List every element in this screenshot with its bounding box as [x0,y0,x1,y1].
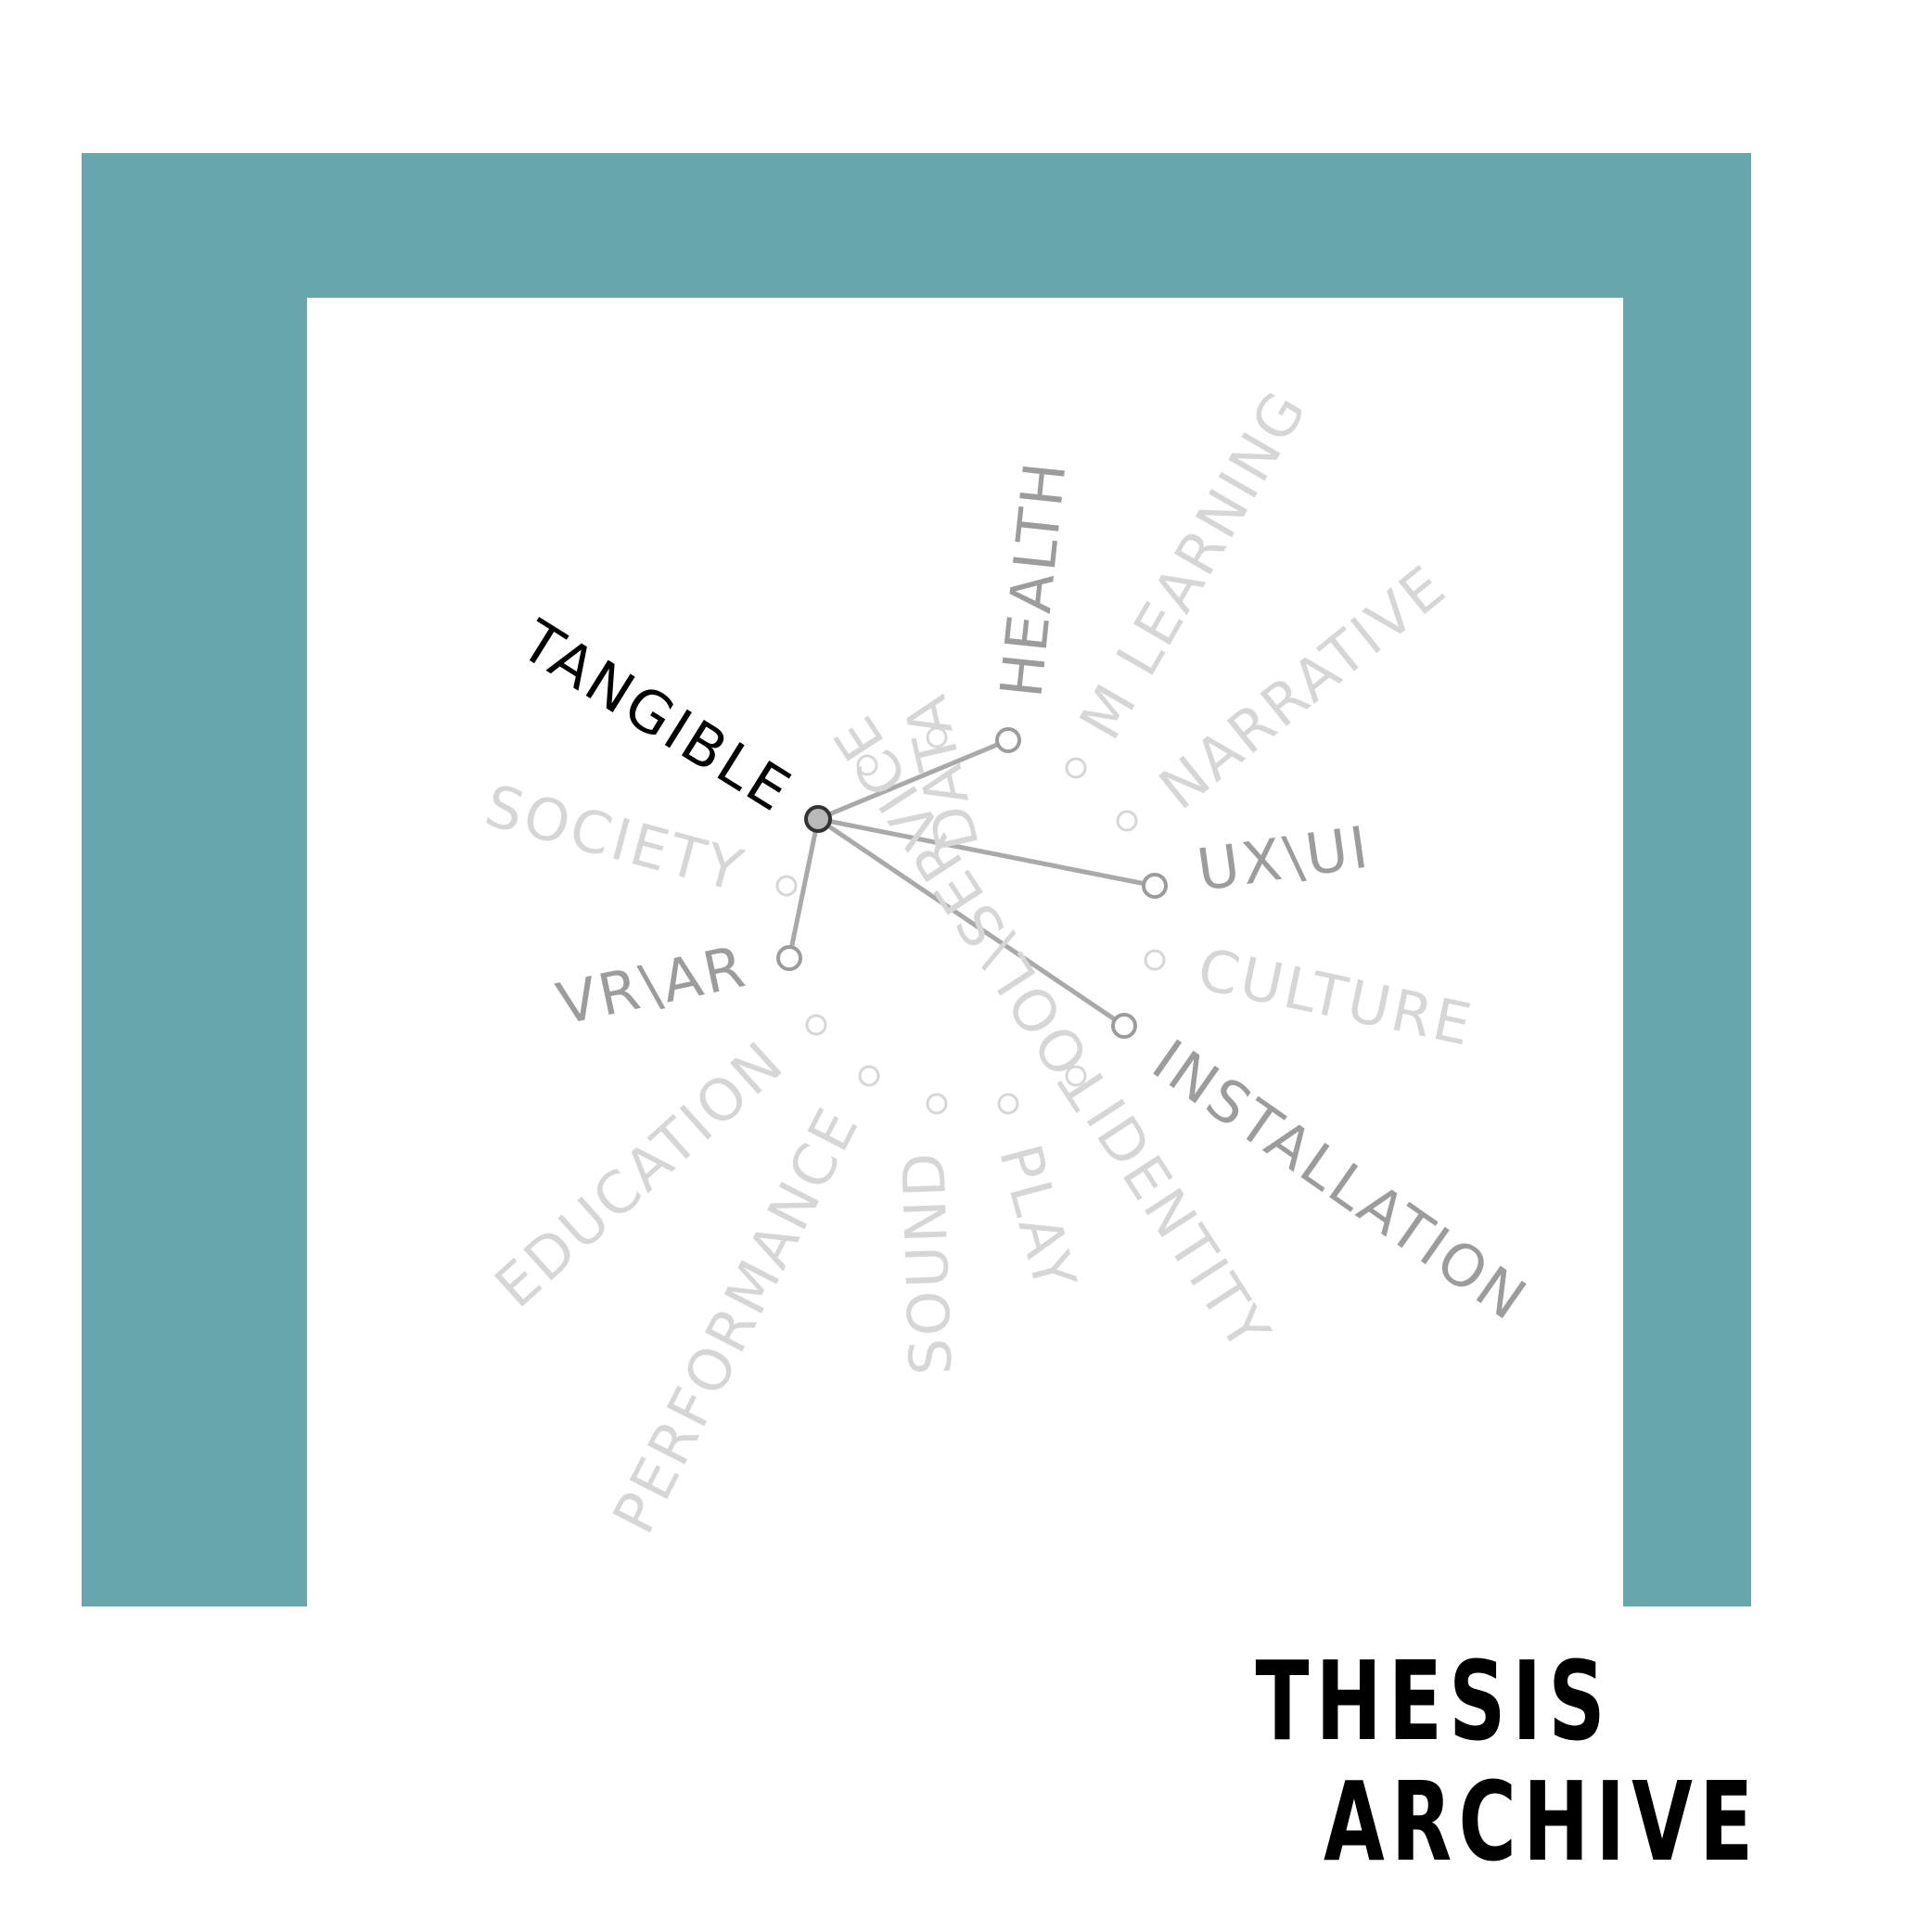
node-m-learning[interactable] [1065,757,1087,779]
faded-nodes [775,726,1166,1115]
node-health[interactable] [995,727,1021,753]
label-health[interactable]: HEALTH [987,456,1079,700]
label-society[interactable]: SOCIETY [479,772,752,905]
node-data[interactable] [926,726,948,748]
connected-nodes [776,727,1168,1039]
link-health [817,737,1009,822]
node-education[interactable] [805,1014,827,1036]
links [787,737,1156,1029]
link-installation [816,816,1126,1029]
node-vrar[interactable] [776,945,802,971]
frame-top-bar [82,153,1751,298]
node-performance[interactable] [858,1065,880,1087]
node-culture[interactable] [1144,949,1166,971]
link-vrar [787,818,821,959]
label-play[interactable]: PLAY [986,1137,1090,1299]
frame-right-bar [1623,153,1751,1606]
node-narrative[interactable] [1116,810,1138,832]
label-culture[interactable]: CULTURE [1192,935,1479,1059]
label-sound[interactable]: SOUND [889,1149,965,1376]
label-vrar[interactable]: VR\AR [551,932,753,1038]
node-society[interactable] [775,875,798,897]
frame-left-bar [82,153,307,1606]
node-tool-service[interactable] [856,754,878,776]
node-installation[interactable] [1111,1013,1137,1039]
caption-thesis: THESIS [1255,1637,1612,1765]
node-tangible[interactable] [804,805,832,833]
caption-archive: ARCHIVE [1323,1758,1759,1886]
node-identity[interactable] [1065,1065,1087,1087]
node-sound[interactable] [926,1093,948,1115]
label-uxui[interactable]: UX\UI [1193,812,1375,903]
node-play[interactable] [997,1093,1019,1115]
link-uxui [817,816,1156,889]
node-uxui[interactable] [1142,873,1168,899]
